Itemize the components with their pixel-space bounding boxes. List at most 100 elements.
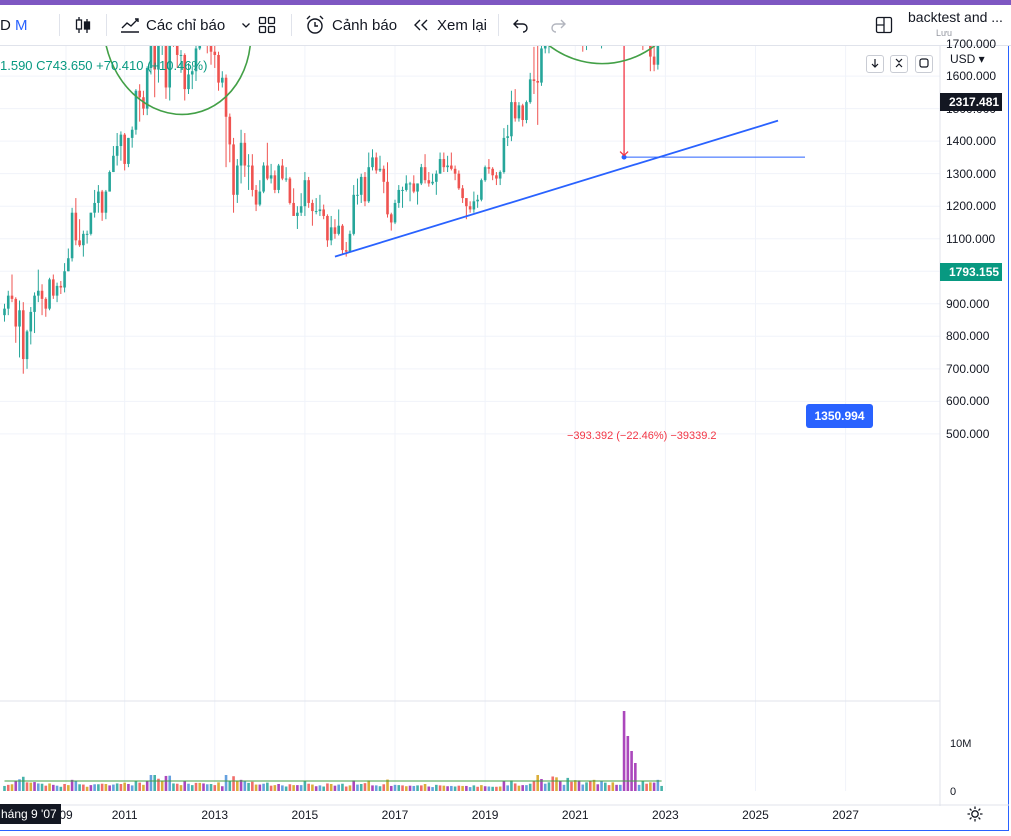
candle-body [412, 183, 416, 192]
volume-bar [220, 786, 224, 791]
candle [431, 173, 434, 186]
candle [100, 189, 104, 221]
candle-body [427, 180, 431, 184]
measure-label: −393.392 (−22.46%) −39339.2 [567, 430, 717, 442]
volume-bar [288, 784, 292, 791]
alert-price-label: 2317.481 [940, 93, 1002, 111]
candle-type-button[interactable] [73, 5, 93, 45]
candle-body [251, 165, 254, 190]
time-tick: 09 [59, 808, 73, 822]
volume-bar [251, 781, 254, 791]
volume-bar [371, 785, 374, 791]
candle [21, 302, 25, 374]
volume-bar [634, 763, 637, 791]
candle [348, 230, 352, 252]
candle-body [543, 46, 547, 49]
candle [59, 281, 63, 295]
volume-bar [130, 785, 134, 791]
collapse-button[interactable] [890, 55, 908, 73]
candle [213, 46, 217, 68]
candle [506, 124, 509, 147]
volume-bar [149, 775, 153, 791]
candle-body [649, 46, 652, 57]
candle [404, 175, 408, 192]
candle-body [311, 202, 314, 212]
candle-body [532, 79, 536, 81]
volume-bar [543, 783, 547, 791]
toolbar-divider [106, 14, 107, 36]
candle [446, 155, 449, 173]
candle [521, 103, 524, 127]
candle [420, 163, 423, 186]
save-label[interactable]: Lưu [936, 28, 953, 38]
volume-bar [213, 785, 217, 791]
chart-pane[interactable] [0, 46, 1009, 831]
measure-arrow-head [619, 151, 629, 157]
volume-bar [645, 783, 648, 791]
candle-body [356, 194, 359, 196]
interval-partial[interactable]: D [0, 16, 11, 34]
candle-body [348, 233, 352, 252]
candle-body [243, 142, 247, 166]
layout-button[interactable] [874, 5, 894, 45]
candle-body [266, 165, 269, 179]
volume-bar [337, 784, 340, 791]
volume-bar [93, 784, 96, 791]
candle [382, 165, 386, 194]
candle-body [104, 191, 108, 213]
settings-button[interactable] [966, 805, 984, 828]
candle [232, 137, 235, 213]
volume-bar [356, 784, 359, 791]
volume-bar [491, 786, 494, 791]
price-tick: 1100.000 [946, 231, 996, 246]
volume-bar [442, 785, 446, 791]
indicators-button[interactable]: Các chỉ báo [119, 5, 251, 45]
scroll-down-button[interactable] [866, 55, 884, 73]
volume-bar [175, 783, 179, 791]
candle-body [468, 206, 472, 210]
candle-body [393, 202, 397, 223]
candle [258, 180, 262, 207]
volume-bar [183, 780, 187, 791]
volume-bar [401, 785, 404, 791]
volume-bar [29, 782, 33, 791]
candle [206, 46, 208, 54]
candle [14, 297, 18, 343]
currency-selector[interactable]: USD ▾ [950, 52, 985, 66]
replay-button[interactable]: Xem lại [412, 5, 487, 45]
candle [652, 46, 656, 72]
price-tag-label[interactable]: 1350.994 [806, 404, 873, 428]
candle-body [213, 51, 217, 55]
maximize-button[interactable] [915, 55, 933, 73]
redo-button[interactable] [549, 5, 567, 45]
interval-button[interactable]: M [15, 16, 28, 34]
volume-bar [228, 780, 232, 791]
candle [228, 113, 232, 163]
candle [220, 71, 224, 88]
volume-bar [326, 783, 329, 791]
candle-body [209, 46, 213, 52]
volume-bar [281, 785, 284, 791]
candle-body [329, 227, 333, 241]
candle-body [506, 136, 509, 138]
chevron-down-icon[interactable] [241, 20, 251, 30]
candle-body [33, 295, 36, 312]
candle [311, 199, 314, 226]
volume-bar [389, 785, 393, 791]
maximize-icon [919, 55, 929, 73]
alert-button[interactable]: Cảnh báo [304, 5, 397, 45]
indicators-label: Các chỉ báo [146, 16, 226, 34]
toolbar-divider [59, 14, 60, 36]
price-chart[interactable] [0, 46, 1011, 831]
volume-bar [190, 785, 194, 791]
candle-body [307, 180, 310, 203]
layout-name[interactable]: backtest and ... [908, 9, 1003, 25]
candle-body [74, 212, 78, 241]
templates-button[interactable] [257, 5, 277, 45]
volume-bar [348, 785, 352, 791]
undo-button[interactable] [512, 5, 530, 45]
candle [510, 90, 513, 142]
volume-bar [404, 786, 408, 791]
volume-bar [198, 782, 202, 791]
volume-bar [386, 779, 389, 791]
